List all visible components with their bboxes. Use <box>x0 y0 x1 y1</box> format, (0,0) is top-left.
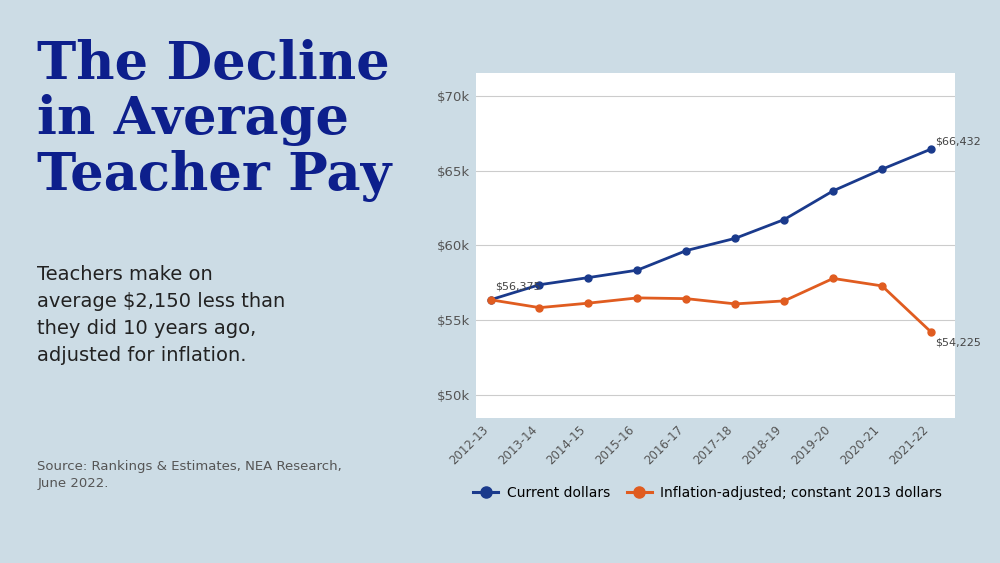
Legend: Current dollars, Inflation-adjusted; constant 2013 dollars: Current dollars, Inflation-adjusted; con… <box>468 480 947 505</box>
Text: $54,225: $54,225 <box>935 338 981 347</box>
Text: $56,375: $56,375 <box>495 282 540 292</box>
Text: The Decline
in Average
Teacher Pay: The Decline in Average Teacher Pay <box>37 39 392 203</box>
Text: Source: Rankings & Estimates, NEA Research,
June 2022.: Source: Rankings & Estimates, NEA Resear… <box>37 460 342 490</box>
Text: Teachers make on
average $2,150 less than
they did 10 years ago,
adjusted for in: Teachers make on average $2,150 less tha… <box>37 265 286 365</box>
Text: $66,432: $66,432 <box>935 136 981 146</box>
